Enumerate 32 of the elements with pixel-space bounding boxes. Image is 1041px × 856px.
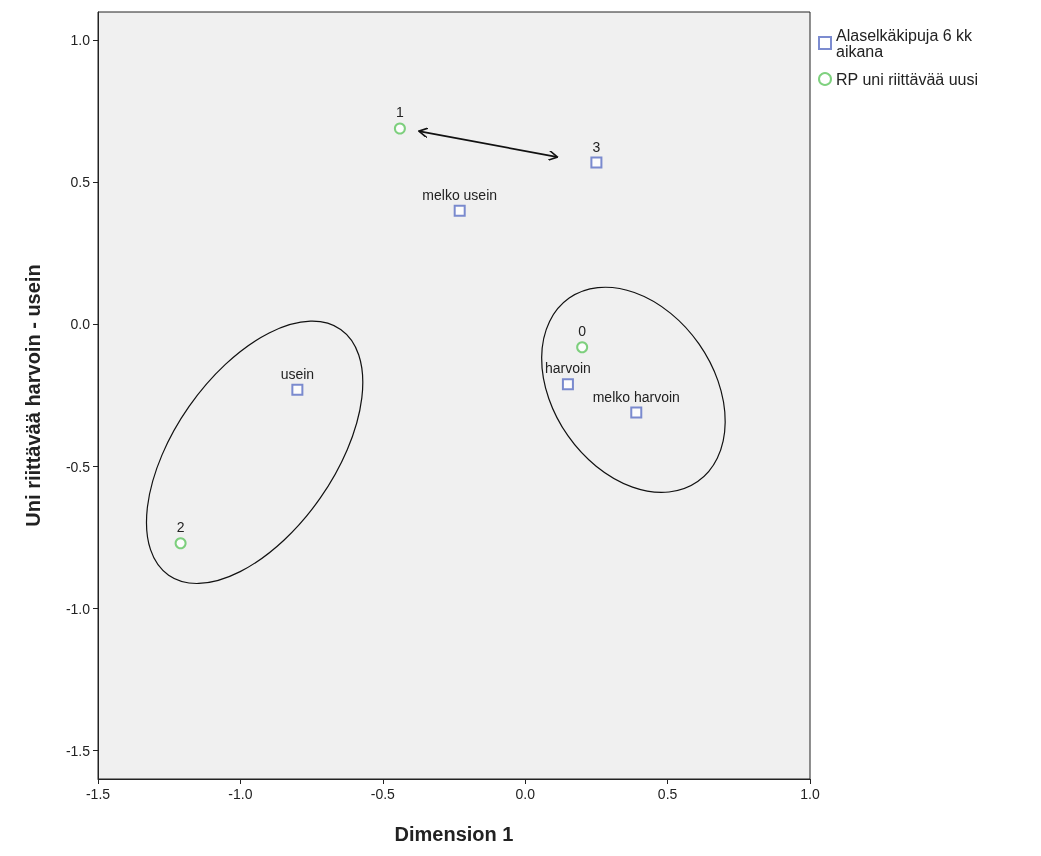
point xyxy=(453,204,466,217)
point xyxy=(630,406,643,419)
annotation: melko usein xyxy=(422,186,498,203)
point xyxy=(561,378,574,391)
y-tick-label: -1.0 xyxy=(65,600,91,617)
annotation: 0 xyxy=(578,323,587,340)
annotation: 1 xyxy=(395,104,404,121)
annotation: harvoin xyxy=(544,360,591,377)
point xyxy=(291,383,304,396)
annotation: melko harvoin xyxy=(592,388,680,405)
annotation: 3 xyxy=(592,138,601,155)
point xyxy=(576,341,589,354)
point xyxy=(393,122,406,135)
y-axis-title: Uni riittävää harvoin - usein xyxy=(22,264,44,527)
x-tick-label: 0.0 xyxy=(515,786,536,802)
annotation: usein xyxy=(280,365,315,382)
x-tick-label: -1.5 xyxy=(85,786,111,802)
x-tick-label: 0.5 xyxy=(657,786,678,802)
y-tick-label: -1.5 xyxy=(65,742,91,759)
x-tick-label: 1.0 xyxy=(800,786,820,802)
legend-label: Alaselkäkipuja 6 kk aikana xyxy=(836,26,977,60)
annotation: 2 xyxy=(176,519,185,536)
legend-label: RP uni riittävää uusi xyxy=(836,70,978,88)
x-tick-label: -1.0 xyxy=(228,786,253,802)
y-tick-label: 1.0 xyxy=(70,32,91,49)
point xyxy=(590,156,603,169)
x-axis-title: Dimension 1 xyxy=(394,823,514,845)
x-tick-label: -0.5 xyxy=(370,786,396,802)
point xyxy=(174,537,187,550)
y-tick-label: 0.5 xyxy=(70,174,91,191)
y-tick-label: 0.0 xyxy=(70,316,91,333)
y-tick-label: -0.5 xyxy=(65,458,91,475)
